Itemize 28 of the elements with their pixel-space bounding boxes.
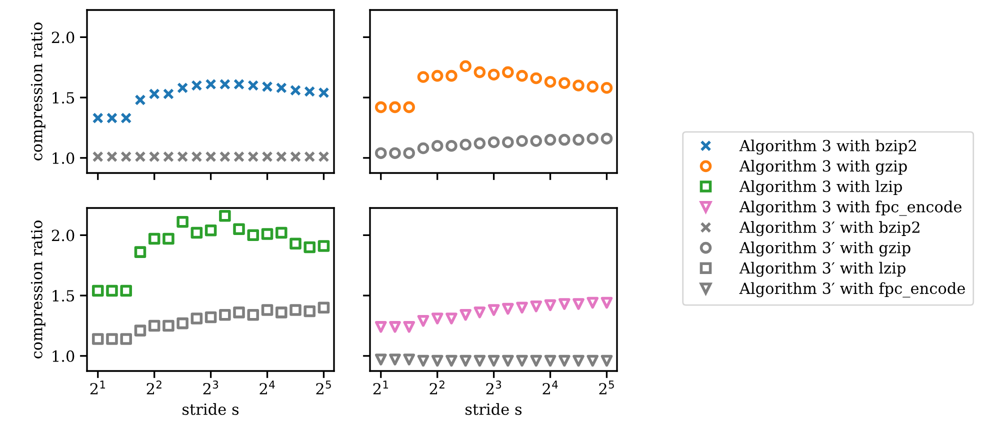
x-tick-label: 2$^{5}$ <box>599 380 614 394</box>
legend-label: Algorithm 3 with gzip <box>739 160 907 175</box>
x-axis-title: stride s <box>182 403 239 415</box>
y-tick-label: 2.0 <box>52 32 74 44</box>
x-tick-label: 2$^{2}$ <box>430 380 444 394</box>
y-tick-label: 2.0 <box>52 230 74 242</box>
x-tick-label: 2$^{4}$ <box>260 380 275 394</box>
y-tick-label: 1.5 <box>52 92 74 104</box>
text: Algorithm 3′ with fpc_encode <box>739 282 965 298</box>
legend-label: Algorithm 3 with fpc_encode <box>739 200 962 216</box>
legend-label: Algorithm 3′ with bzip2 <box>739 221 920 236</box>
y-tick-label: 1.0 <box>52 350 74 362</box>
x-tick-label: 2$^{3}$ <box>203 380 218 394</box>
y-tick-label: 1.5 <box>52 290 74 302</box>
y-axis-title: compression ratio <box>30 220 46 358</box>
y-axis-title: compression ratio <box>30 22 46 160</box>
x-tick-label: 2$^{3}$ <box>486 380 502 394</box>
y-tick-label: 1.0 <box>52 152 74 164</box>
x-tick-label: 2$^{5}$ <box>316 380 331 394</box>
x-axis-title: stride s <box>466 403 522 415</box>
text: Algorithm 3′ with lzip <box>739 262 906 277</box>
text: Algorithm 3′ with gzip <box>739 242 910 257</box>
x-tick-label: 2$^{1}$ <box>90 380 106 394</box>
legend-label: Algorithm 3 with lzip <box>739 180 902 196</box>
x-tick-label: 2$^{4}$ <box>542 380 558 394</box>
x-tick-label: 2$^{2}$ <box>146 380 162 394</box>
legend-label: Algorithm 3 with bzip2 <box>739 140 916 155</box>
x-tick-label: 2$^{1}$ <box>373 380 388 394</box>
